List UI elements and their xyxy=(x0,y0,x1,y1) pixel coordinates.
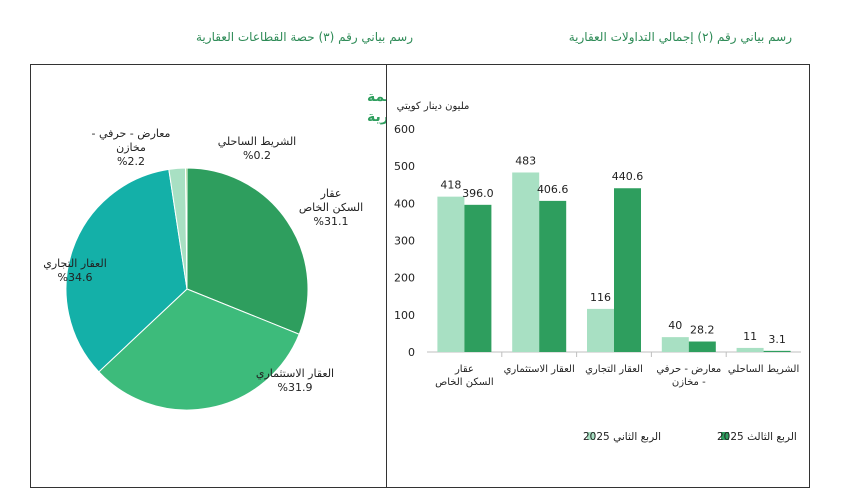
pie-label: %0.2 xyxy=(243,149,271,162)
pie-label: %34.6 xyxy=(58,271,93,284)
pie-chart-panel: توزيع حصة التداولات العقارية لكل قطاع من… xyxy=(30,64,705,488)
bar-q3 xyxy=(688,341,716,352)
x-tick-label: معارض - حرفي xyxy=(656,364,721,375)
x-tick-label: العقار التجاري xyxy=(585,364,643,375)
bar-chart-caption: رسم بياني رقم (٢) إجمالي التداولات العقا… xyxy=(568,30,792,44)
y-tick-label: 400 xyxy=(394,197,415,210)
data-label: 396.0 xyxy=(462,187,494,200)
y-tick-label: 0 xyxy=(408,346,415,359)
x-tick-label: - مخازن xyxy=(672,377,706,388)
x-tick-label: عقار xyxy=(454,364,474,375)
bar-q2 xyxy=(512,172,540,352)
x-tick-label: الشريط الساحلي xyxy=(728,364,799,375)
y-axis-label: مليون دينار كويتي xyxy=(397,101,470,112)
pie-label: مخازن xyxy=(116,141,146,154)
data-label: 116 xyxy=(590,291,611,304)
pie-title: إجمالي التداولات العقارية xyxy=(367,109,387,125)
pie-chart: توزيع حصة التداولات العقارية لكل قطاع من… xyxy=(43,89,705,411)
pie-label: معارض - حرفي - xyxy=(92,127,171,140)
pie-label: %31.9 xyxy=(278,381,313,394)
legend-label: الربع الثالث 2025 xyxy=(717,431,797,443)
pie-title: توزيع حصة التداولات العقارية لكل قطاع من… xyxy=(367,89,387,105)
data-label: 483 xyxy=(515,154,536,167)
pie-label: العقار التجاري xyxy=(43,257,107,270)
data-label: 3.1 xyxy=(768,333,786,346)
pie-label: عقار xyxy=(320,187,342,200)
pie-slice xyxy=(186,167,309,335)
legend-swatch xyxy=(587,432,595,440)
y-tick-label: 300 xyxy=(394,235,415,248)
data-label: 40 xyxy=(668,319,682,332)
data-label: 440.6 xyxy=(612,170,644,183)
data-label: 406.6 xyxy=(537,183,569,196)
bar-q3 xyxy=(539,200,567,352)
data-label: 28.2 xyxy=(690,324,715,337)
bar-chart: مليون دينار كويتي01002003004005006004183… xyxy=(394,101,801,443)
pie-chart-caption: رسم بياني رقم (٣) حصة القطاعات العقارية xyxy=(196,30,414,44)
bar-chart-panel: مليون دينار كويتي 0 100 200 300 400 500 600 418 3… xyxy=(386,64,810,488)
data-label: 11 xyxy=(743,330,757,343)
y-tick-label: 500 xyxy=(394,160,415,173)
bar-q2 xyxy=(437,196,465,352)
x-tick-label: السكن الخاص xyxy=(435,377,493,388)
y-tick-label: 200 xyxy=(394,272,415,285)
bar-q3 xyxy=(464,204,492,352)
pie-label: السكن الخاص xyxy=(299,201,363,214)
legend-swatch xyxy=(721,432,729,440)
pie-slice xyxy=(184,167,188,290)
pie-label: العقار الاستثماري xyxy=(256,367,334,380)
bar-q2 xyxy=(661,337,689,352)
bar-q3 xyxy=(614,188,641,352)
y-tick-label: 600 xyxy=(394,123,415,136)
pie-label: %2.2 xyxy=(117,155,145,168)
pie-slice xyxy=(65,168,188,373)
bar-q3 xyxy=(763,350,791,352)
bar-q2 xyxy=(587,308,614,352)
pie-slice xyxy=(98,288,300,411)
pie-label: %31.1 xyxy=(314,215,349,228)
y-tick-label: 100 xyxy=(394,309,415,322)
x-tick-label: العقار الاستثماري xyxy=(504,364,575,375)
legend-label: الربع الثاني 2025 xyxy=(583,431,661,443)
bar-q2 xyxy=(736,347,764,352)
pie-label: الشريط الساحلي xyxy=(218,135,296,148)
data-label: 418 xyxy=(440,179,461,192)
